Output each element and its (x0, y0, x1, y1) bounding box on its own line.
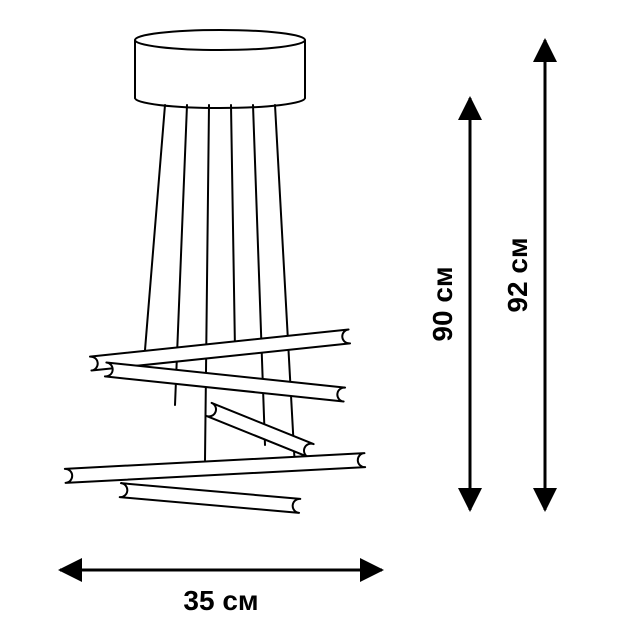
width-label: 35 см (183, 585, 258, 616)
drawing-svg: 35 см 90 см 92 см (0, 0, 629, 630)
height-inner-label: 90 см (427, 266, 458, 341)
diagram-canvas: 35 см 90 см 92 см (0, 0, 629, 630)
height-outer-label: 92 см (502, 237, 533, 312)
